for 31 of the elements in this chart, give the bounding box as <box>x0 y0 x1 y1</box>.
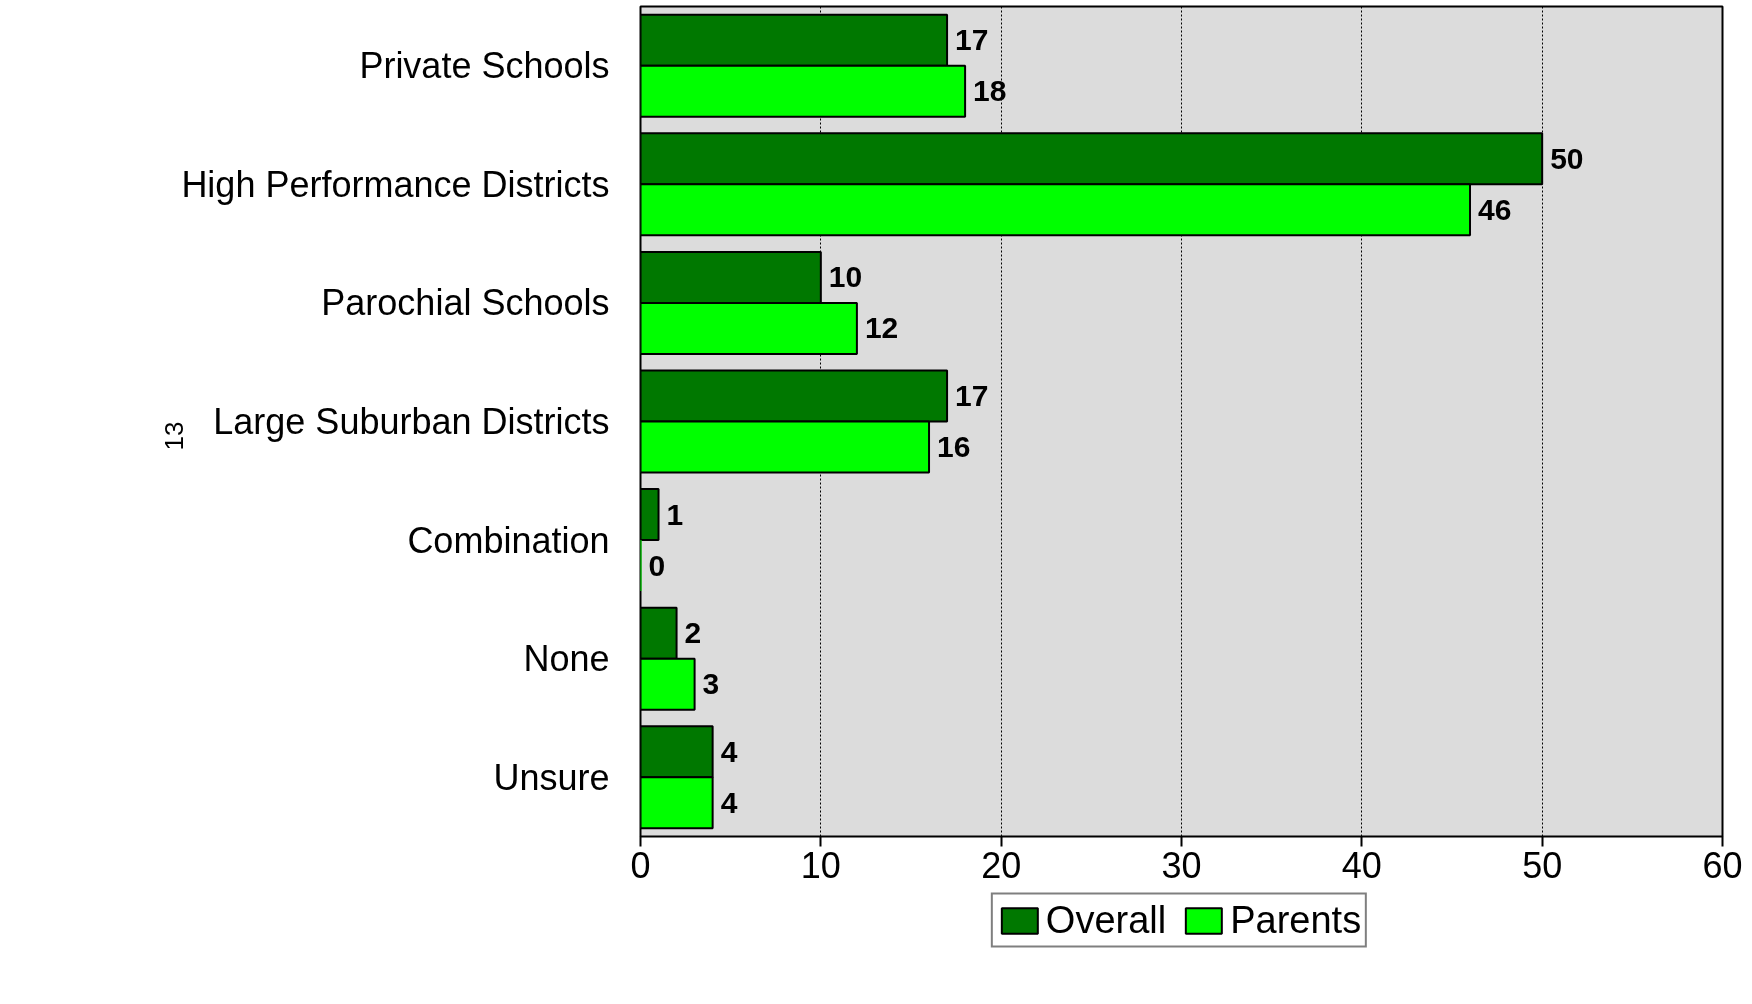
data-label: 4 <box>720 734 738 768</box>
y-tick-label: Combination <box>407 519 610 561</box>
x-tick-label: 0 <box>630 844 651 886</box>
x-tick-label: 60 <box>1702 844 1743 886</box>
data-label: 10 <box>828 260 863 294</box>
data-label: 17 <box>955 23 989 57</box>
y-tick-label: High Performance Districts <box>181 163 610 205</box>
x-tick-label: 20 <box>981 844 1022 886</box>
text: 13 <box>158 421 189 451</box>
legend-label: Overall <box>1045 898 1167 942</box>
data-label: 46 <box>1478 192 1512 226</box>
data-label: 1 <box>666 497 684 531</box>
x-tick-label: 40 <box>1341 844 1382 886</box>
data-label: 17 <box>955 379 989 413</box>
x-tick-label: 50 <box>1522 844 1563 886</box>
legend-label: Parents <box>1230 898 1362 942</box>
data-label: 0 <box>648 548 666 582</box>
data-label: 12 <box>864 311 899 345</box>
x-tick-label: 30 <box>1161 844 1202 886</box>
data-label: 18 <box>973 74 1007 108</box>
data-label: 50 <box>1550 141 1584 175</box>
data-label: 4 <box>720 785 738 819</box>
y-tick-label: None <box>523 638 610 680</box>
data-label: 3 <box>702 667 720 701</box>
y-tick-label: Parochial Schools <box>321 282 610 324</box>
y-tick-label: Private Schools <box>359 45 610 87</box>
data-label: 2 <box>684 616 702 650</box>
y-tick-label: Large Suburban Districts <box>213 401 610 442</box>
data-label: 16 <box>937 429 971 463</box>
y-tick-label: Unsure <box>493 756 610 798</box>
x-tick-label: 10 <box>800 844 841 886</box>
